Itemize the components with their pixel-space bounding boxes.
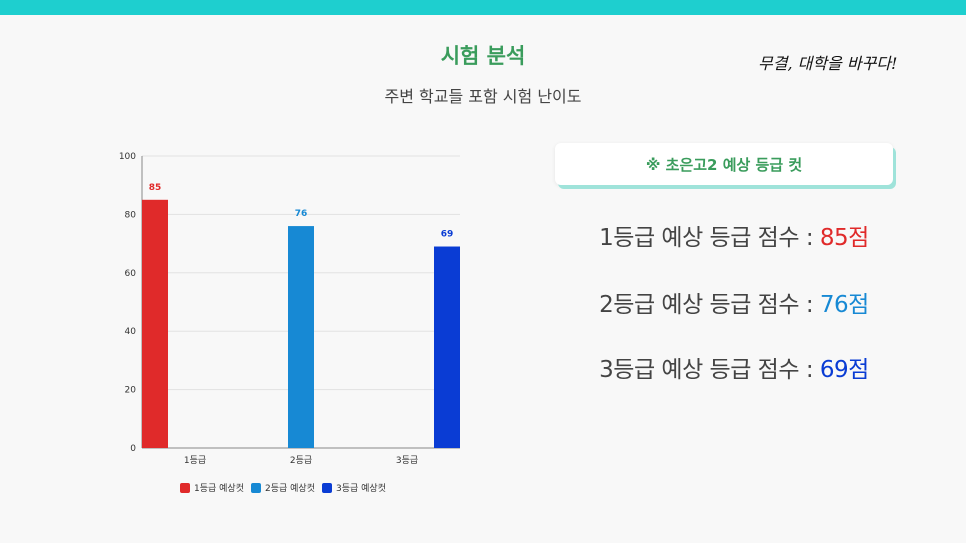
- top-accent-bar: [0, 0, 966, 15]
- y-tick-label: 40: [125, 327, 137, 337]
- y-tick-label: 0: [130, 444, 136, 454]
- data-label: 85: [149, 183, 162, 193]
- bar-chart: 0 20 40 60 80 100 1등급 85 2등급 76 3등급 69: [119, 152, 460, 466]
- legend-swatch: [180, 482, 190, 493]
- page-title: 시험 분석: [440, 44, 526, 68]
- x-tick-label: 2등급: [290, 455, 312, 466]
- handwritten-slogan-logo: 무결, 대학을 바꾸다!: [758, 54, 898, 73]
- score-label: 2등급 예상 등급 점수 :: [599, 292, 814, 318]
- x-tick-label: 3등급: [396, 455, 418, 466]
- score-label: 3등급 예상 등급 점수 :: [599, 357, 814, 383]
- y-tick-label: 20: [125, 386, 137, 396]
- grade-cut-badge: ※ 초은고2 예상 등급 컷: [555, 143, 893, 185]
- legend-swatch: [322, 482, 332, 493]
- score-label: 1등급 예상 등급 점수 :: [599, 225, 814, 251]
- page-subtitle: 주변 학교들 포함 시험 난이도: [384, 87, 582, 106]
- score-value: 85점: [819, 225, 869, 251]
- legend-label: 1등급 예상컷: [194, 484, 244, 494]
- bar: [142, 199, 168, 448]
- score-value: 69점: [819, 357, 869, 383]
- bar: [434, 246, 460, 448]
- score-line-2: 2등급 예상 등급 점수 : 76점: [555, 285, 913, 319]
- chart-legend: 1등급 예상컷 2등급 예상컷 3등급 예상컷: [180, 481, 393, 494]
- legend-item: 3등급 예상컷: [322, 481, 386, 494]
- y-tick-label: 60: [125, 269, 137, 279]
- score-value: 76점: [819, 292, 869, 318]
- x-tick-label: 1등급: [184, 455, 206, 466]
- score-line-3: 3등급 예상 등급 점수 : 69점: [555, 350, 913, 384]
- data-label: 69: [441, 230, 454, 240]
- data-label: 76: [295, 209, 308, 219]
- y-tick-label: 100: [119, 152, 136, 162]
- legend-swatch: [251, 482, 261, 493]
- legend-label: 2등급 예상컷: [265, 484, 315, 494]
- bar: [288, 226, 314, 448]
- legend-item: 2등급 예상컷: [251, 481, 315, 494]
- y-tick-label: 80: [125, 210, 137, 220]
- score-line-1: 1등급 예상 등급 점수 : 85점: [555, 218, 913, 252]
- legend-item: 1등급 예상컷: [180, 481, 244, 494]
- legend-label: 3등급 예상컷: [336, 484, 386, 494]
